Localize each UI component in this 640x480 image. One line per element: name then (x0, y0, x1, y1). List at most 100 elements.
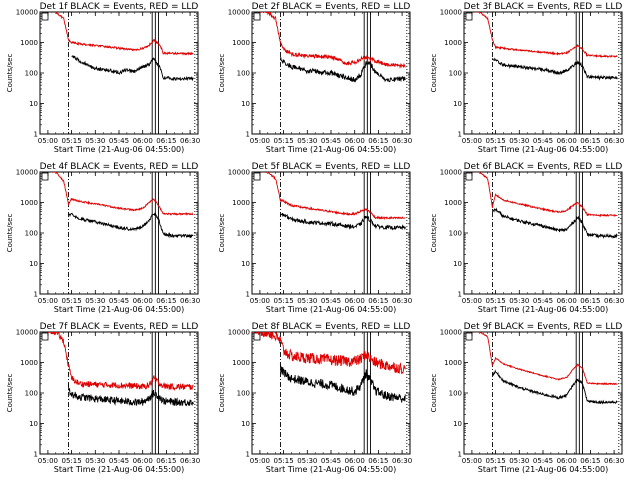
y-tick-label: 10 (241, 100, 250, 108)
chart-panel-1: Det 1f BLACK = Events, RED = LLD 1 10 100 10… (6, 2, 200, 154)
plot-frame (251, 331, 411, 455)
x-tick-label: 05:45 (533, 137, 553, 145)
corner-symbol (253, 172, 261, 181)
x-axis-label: Start Time (21-Aug-06 04:55:00) (266, 465, 397, 474)
x-tick-label: 05:15 (274, 137, 294, 145)
x-tick-label: 05:15 (486, 457, 506, 465)
corner-symbol (253, 12, 261, 21)
corner-symbol (41, 12, 49, 21)
y-tick-label: 100 (449, 70, 462, 78)
y-axis-label: Counts/sec (218, 214, 226, 253)
y-tick-label: 1000 (444, 199, 462, 207)
chart-panel-8: Det 8f BLACK = Events, RED = LLD 1 10 100 10… (218, 322, 412, 474)
y-axis-label: Counts/sec (218, 54, 226, 93)
chart-panel-2: Det 2f BLACK = Events, RED = LLD 1 10 100 10… (218, 2, 412, 154)
y-axis-label: Counts/sec (6, 214, 14, 253)
events-series-line (491, 207, 618, 240)
x-tick-label: 05:00 (38, 297, 58, 305)
events-series-line (279, 364, 406, 403)
y-tick-label: 1 (246, 131, 250, 139)
x-tick-label: 06:00 (133, 457, 153, 465)
events-series-line (492, 369, 618, 405)
corner-symbol (41, 172, 49, 181)
y-tick-label: 10 (29, 420, 38, 428)
events-series-line (67, 383, 194, 407)
x-tick-label: 05:30 (509, 297, 529, 305)
x-tick-label: 05:30 (509, 137, 529, 145)
y-tick-label: 100 (25, 70, 38, 78)
corner-symbol (465, 12, 473, 21)
y-tick-label: 100 (449, 390, 462, 398)
y-tick-label: 10 (241, 260, 250, 268)
x-tick-label: 05:30 (297, 297, 317, 305)
y-tick-label: 10000 (16, 9, 38, 17)
x-tick-label: 05:15 (62, 457, 82, 465)
chart-title: Det 2f BLACK = Events, RED = LLD (252, 2, 411, 12)
y-axis-label: Counts/sec (218, 374, 226, 413)
y-tick-label: 100 (237, 70, 250, 78)
chart-panel-5: Det 5f BLACK = Events, RED = LLD 1 10 100 10… (218, 162, 412, 314)
chart-title: Det 3f BLACK = Events, RED = LLD (464, 2, 623, 12)
x-tick-label: 05:15 (62, 297, 82, 305)
x-tick-label: 05:45 (321, 457, 341, 465)
x-tick-label: 05:30 (297, 137, 317, 145)
x-tick-label: 05:30 (297, 457, 317, 465)
y-tick-label: 100 (449, 230, 462, 238)
events-series-line (492, 57, 618, 81)
y-tick-label: 10000 (440, 329, 462, 337)
y-tick-label: 10 (453, 260, 462, 268)
x-tick-label: 05:15 (274, 457, 294, 465)
y-tick-label: 1000 (444, 39, 462, 47)
y-tick-label: 10000 (228, 9, 250, 17)
chart-title: Det 9f BLACK = Events, RED = LLD (464, 322, 623, 332)
y-tick-label: 1 (34, 451, 38, 459)
events-series-line (68, 212, 194, 239)
chart-panel-7: Det 7f BLACK = Events, RED = LLD 1 10 100 10… (6, 322, 200, 474)
x-tick-label: 05:00 (250, 297, 270, 305)
x-tick-label: 06:15 (368, 457, 388, 465)
x-tick-label: 06:30 (392, 457, 412, 465)
y-tick-label: 1 (34, 291, 38, 299)
x-tick-label: 06:00 (557, 457, 577, 465)
x-tick-label: 05:15 (274, 297, 294, 305)
chart-panel-9: Det 9f BLACK = Events, RED = LLD 1 10 100 10… (430, 322, 624, 474)
x-tick-label: 06:30 (180, 457, 200, 465)
x-tick-label: 06:30 (392, 137, 412, 145)
lld-series-line (472, 12, 618, 59)
y-tick-label: 10 (453, 420, 462, 428)
x-tick-label: 06:00 (133, 137, 153, 145)
x-tick-label: 05:30 (85, 457, 105, 465)
y-tick-label: 1000 (232, 199, 250, 207)
x-tick-label: 06:30 (392, 297, 412, 305)
y-tick-label: 10 (29, 100, 38, 108)
y-tick-label: 1000 (232, 39, 250, 47)
x-tick-label: 06:00 (133, 297, 153, 305)
y-tick-label: 10 (29, 260, 38, 268)
x-tick-label: 05:00 (462, 297, 482, 305)
corner-symbol (253, 332, 261, 341)
x-axis-label: Start Time (21-Aug-06 04:55:00) (54, 145, 185, 154)
lld-series-line (473, 332, 618, 386)
y-axis-label: Counts/sec (6, 54, 14, 93)
x-axis-label: Start Time (21-Aug-06 04:55:00) (478, 305, 609, 314)
y-axis-label: Counts/sec (6, 374, 14, 413)
lld-series-line (260, 172, 406, 221)
chart-title: Det 4f BLACK = Events, RED = LLD (40, 162, 199, 172)
x-tick-label: 05:00 (462, 457, 482, 465)
lld-series-line (258, 12, 406, 69)
y-tick-label: 1 (458, 291, 462, 299)
lld-series-line (252, 332, 406, 375)
chart-title: Det 8f BLACK = Events, RED = LLD (252, 322, 411, 332)
x-tick-label: 06:15 (156, 137, 176, 145)
x-tick-label: 06:30 (180, 137, 200, 145)
y-tick-label: 10000 (16, 169, 38, 177)
x-tick-label: 05:45 (321, 137, 341, 145)
y-axis-label: Counts/sec (430, 54, 438, 93)
y-axis-label: Counts/sec (430, 374, 438, 413)
chart-title: Det 5f BLACK = Events, RED = LLD (252, 162, 411, 172)
plot-frame (39, 11, 199, 135)
x-axis-label: Start Time (21-Aug-06 04:55:00) (54, 465, 185, 474)
x-tick-label: 06:30 (604, 457, 624, 465)
y-tick-label: 1 (34, 131, 38, 139)
lld-series-line (46, 172, 194, 216)
